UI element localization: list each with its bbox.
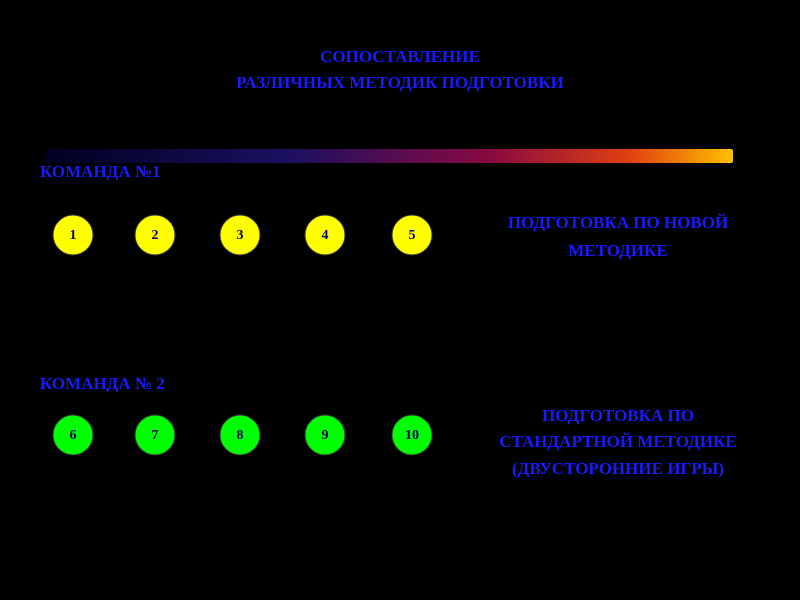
method-text: ПОДГОТОВКА ПО НОВОЙ bbox=[508, 213, 728, 232]
member-circle bbox=[391, 214, 433, 256]
team-label: КОМАНДА №1 bbox=[40, 162, 160, 181]
member-number: 1 bbox=[70, 228, 77, 243]
title-line: РАЗЛИЧНЫХ МЕТОДИК ПОДГОТОВКИ bbox=[236, 73, 564, 92]
member-number: 10 bbox=[405, 428, 419, 443]
gradient-bar bbox=[45, 149, 733, 163]
member-number: 9 bbox=[322, 428, 329, 443]
title-line: СОПОСТАВЛЕНИЕ bbox=[320, 47, 480, 66]
member-number: 8 bbox=[237, 428, 244, 443]
team-label: КОМАНДА № 2 bbox=[40, 374, 165, 393]
member-number: 2 bbox=[152, 228, 159, 243]
method-text: МЕТОДИКЕ bbox=[568, 241, 667, 260]
member-circle bbox=[304, 214, 346, 256]
member-circle bbox=[52, 214, 94, 256]
method-text: (ДВУСТОРОННИЕ ИГРЫ) bbox=[512, 459, 724, 478]
member-number: 5 bbox=[409, 228, 416, 243]
method-text: СТАНДАРТНОЙ МЕТОДИКЕ bbox=[499, 432, 737, 451]
member-number: 3 bbox=[237, 228, 244, 243]
member-circle bbox=[134, 414, 176, 456]
member-circle bbox=[391, 414, 433, 456]
content: КОМАНДА №1 1 2 3 4 5 ПОДГОТОВКА ПО НОВОЙ МЕТОДИ… bbox=[40, 162, 737, 478]
member-number: 4 bbox=[322, 228, 329, 243]
member-number: 7 bbox=[152, 428, 159, 443]
member-number: 6 bbox=[70, 428, 77, 443]
method-text: ПОДГОТОВКА ПО bbox=[542, 406, 694, 425]
member-circle bbox=[219, 414, 261, 456]
member-circle bbox=[219, 214, 261, 256]
member-circle bbox=[52, 414, 94, 456]
member-circle bbox=[134, 214, 176, 256]
member-circle bbox=[304, 414, 346, 456]
